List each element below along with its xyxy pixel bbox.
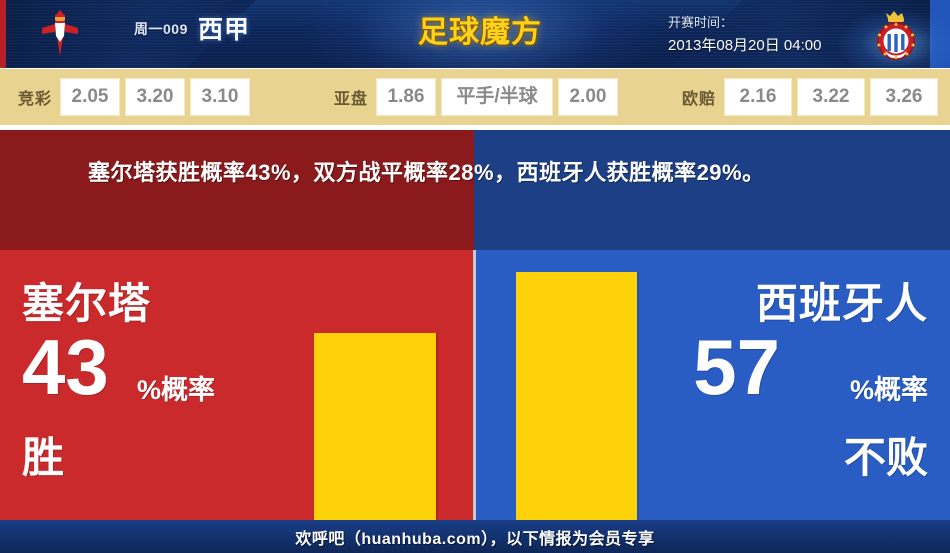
odds-group-jingcai: 竞彩 2.05 3.20 3.10 [18, 69, 255, 125]
brand-logo-text: 足球魔方 [418, 16, 542, 49]
match-number: 周一009 [134, 21, 188, 37]
chart-center-divider [473, 250, 476, 520]
odds-value[interactable]: 2.16 [724, 78, 793, 116]
prediction-summary-text: 塞尔塔获胜概率43%，双方战平概率28%，西班牙人获胜概率29%。 [88, 160, 765, 185]
odds-bar: 竞彩 2.05 3.20 3.10 亚盘 1.86 平手/半球 2.00 欧赔 … [0, 68, 950, 125]
odds-group-label: 亚盘 [334, 91, 369, 108]
home-outcome-label: 胜 [22, 434, 65, 481]
bar-home-probability [314, 333, 436, 520]
handicap-value[interactable]: 平手/半球 [441, 78, 554, 116]
prediction-banner: 塞尔塔获胜概率43%，双方战平概率28%，西班牙人获胜概率29%。 [0, 130, 950, 250]
odds-value[interactable]: 3.26 [870, 78, 939, 116]
espanyol-crest-icon [877, 11, 915, 60]
banner-right-blue [474, 130, 950, 250]
odds-value[interactable]: 3.22 [797, 78, 866, 116]
odds-value[interactable]: 2.05 [60, 78, 121, 116]
header-left-red-stripe [0, 0, 6, 68]
header-bar: 周一009 西甲 足球魔方 开赛时间： 2013年08月20日 04:00 [0, 0, 950, 68]
odds-group-oupei: 欧赔 2.16 3.22 3.26 [682, 69, 943, 125]
odds-value[interactable]: 2.00 [558, 78, 619, 116]
celta-vigo-crest-icon [42, 10, 78, 56]
home-probability-suffix: %概率 [137, 375, 216, 405]
home-probability-number: 43 [22, 323, 109, 411]
odds-group-yapan: 亚盘 1.86 平手/半球 2.00 [334, 69, 623, 125]
probability-bar-chart: 塞尔塔 43 %概率 胜 西班牙人 57 %概率 不败 [0, 250, 950, 520]
footer-bar: 欢呼吧（huanhuba.com），以下情报为会员专享 [0, 520, 950, 553]
away-team-name: 西班牙人 [755, 280, 928, 327]
brand-logo[interactable]: 足球魔方 [418, 0, 950, 68]
header-scanline-texture [0, 0, 950, 68]
odds-value[interactable]: 3.10 [190, 78, 251, 116]
home-team-name: 塞尔塔 [22, 280, 152, 327]
away-probability-suffix: %概率 [849, 375, 928, 405]
league-name: 西甲 [198, 16, 251, 44]
odds-value[interactable]: 1.86 [376, 78, 437, 116]
kickoff-label: 开赛时间： [668, 15, 734, 30]
footer-text: 欢呼吧（huanhuba.com），以下情报为会员专享 [295, 530, 655, 548]
odds-group-label: 竞彩 [18, 91, 53, 108]
bar-away-probability [516, 272, 637, 520]
banner-left-red [0, 130, 474, 250]
away-outcome-label: 不败 [843, 434, 928, 481]
kickoff-time: 2013年08月20日 04:00 [668, 37, 822, 54]
odds-group-label: 欧赔 [682, 91, 717, 108]
odds-value[interactable]: 3.20 [125, 78, 186, 116]
away-probability-number: 57 [693, 323, 780, 411]
